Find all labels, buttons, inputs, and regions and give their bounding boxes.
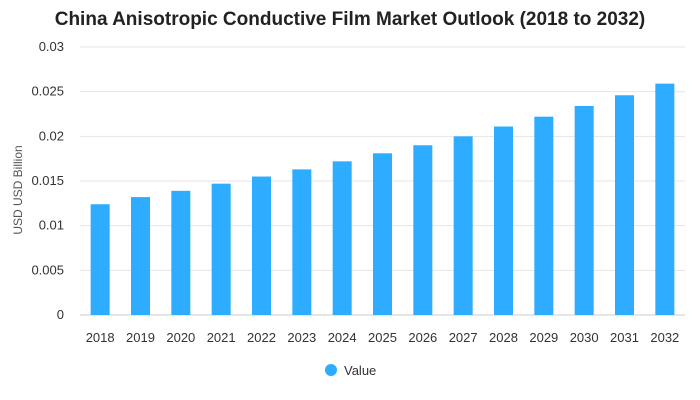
- bar-2031[interactable]: [615, 95, 634, 316]
- x-axis-ticks: 2018 2019 2020 2021 2022 2023 2024 2025 2026 2027…: [86, 330, 680, 345]
- x-tick-label: 2024: [328, 330, 357, 345]
- chart-title: China Anisotropic Conductive Film Market…: [55, 9, 646, 30]
- bar-2018[interactable]: [90, 204, 110, 315]
- x-tick-label: 2029: [529, 330, 558, 345]
- bar-2019[interactable]: [131, 197, 150, 315]
- x-tick-label: 2028: [489, 330, 518, 345]
- y-tick-label: 0: [57, 307, 64, 322]
- bar-2021[interactable]: [211, 183, 231, 315]
- bar-2020[interactable]: [171, 190, 191, 315]
- x-tick-label: 2027: [449, 330, 478, 345]
- bar-2030[interactable]: [574, 105, 594, 316]
- bar-2028[interactable]: [494, 126, 513, 315]
- y-tick-label: 0.025: [31, 84, 64, 99]
- x-tick-label: 2023: [287, 330, 316, 345]
- bars: [90, 83, 675, 316]
- y-tick-label: 0.02: [39, 128, 64, 143]
- bar-2029[interactable]: [534, 116, 554, 316]
- x-tick-label: 2025: [368, 330, 397, 345]
- y-axis-ticks: 0 0.005 0.01 0.015 0.02 0.025 0.03: [31, 39, 64, 322]
- bar-2025[interactable]: [373, 153, 392, 315]
- x-tick-label: 2030: [570, 330, 599, 345]
- legend[interactable]: Value: [325, 363, 376, 378]
- y-tick-label: 0.03: [39, 39, 64, 54]
- legend-swatch-value: [325, 364, 337, 376]
- x-tick-label: 2018: [86, 330, 115, 345]
- bar-2023[interactable]: [292, 169, 312, 315]
- y-tick-label: 0.01: [39, 218, 64, 233]
- bar-2024[interactable]: [332, 161, 352, 315]
- bar-2032[interactable]: [655, 83, 675, 315]
- legend-label-value: Value: [344, 363, 376, 378]
- bar-2027[interactable]: [453, 136, 473, 315]
- x-tick-label: 2031: [610, 330, 639, 345]
- bar-2022[interactable]: [252, 176, 271, 315]
- x-tick-label: 2026: [408, 330, 437, 345]
- bar-2026[interactable]: [413, 145, 433, 315]
- x-tick-label: 2019: [126, 330, 155, 345]
- y-tick-label: 0.015: [31, 173, 64, 188]
- x-tick-label: 2022: [247, 330, 276, 345]
- x-tick-label: 2021: [207, 330, 236, 345]
- x-tick-label: 2032: [650, 330, 679, 345]
- x-tick-label: 2020: [166, 330, 195, 345]
- y-axis-label: USD USD Billion: [11, 145, 25, 234]
- y-tick-label: 0.005: [31, 262, 64, 277]
